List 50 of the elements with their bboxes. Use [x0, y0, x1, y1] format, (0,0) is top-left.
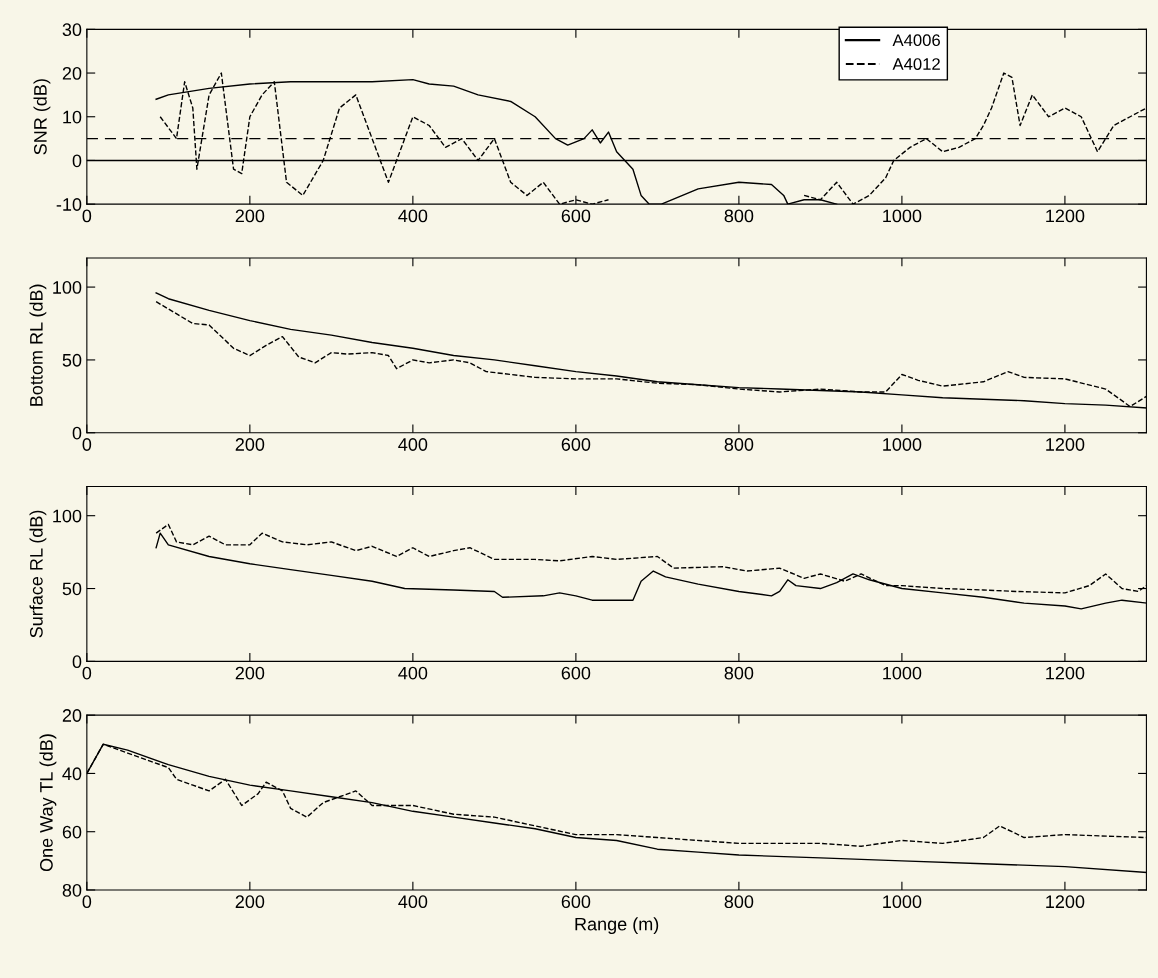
y-axis-title: Surface RL (dB): [29, 510, 47, 638]
legend-label: A4012: [892, 58, 940, 70]
x-tick-label: 800: [724, 666, 754, 680]
x-axis-title: Range (m): [575, 917, 659, 935]
y-tick-label: -10: [56, 198, 82, 211]
x-tick-label: 0: [82, 666, 92, 680]
y-tick-label: 80: [62, 883, 82, 897]
y-tick-label: 50: [62, 582, 82, 596]
y-tick-label: 20: [62, 66, 82, 80]
x-tick-label: 400: [398, 666, 428, 680]
y-tick-label: 30: [62, 23, 82, 37]
y-axis-title: Bottom RL (dB): [29, 284, 47, 406]
legend-label: A4006: [892, 34, 940, 47]
x-tick-label: 600: [561, 895, 591, 909]
y-tick-label: 50: [62, 353, 82, 367]
x-tick-label: 1200: [1046, 209, 1085, 223]
x-tick-label: 600: [561, 438, 591, 451]
y-tick-label: 10: [63, 110, 82, 124]
x-tick-label: 0: [82, 895, 92, 909]
x-tick-label: 400: [398, 438, 428, 451]
x-tick-label: 1200: [1046, 666, 1085, 680]
x-tick-label: 1000: [883, 438, 922, 451]
x-tick-label: 1200: [1046, 438, 1085, 451]
x-tick-label: 400: [398, 209, 428, 223]
x-tick-label: 0: [82, 438, 92, 451]
x-tick-label: 200: [235, 895, 265, 909]
x-tick-label: 1000: [883, 666, 922, 680]
y-axis-title: One Way TL (dB): [39, 734, 57, 872]
x-tick-label: 1000: [883, 895, 922, 909]
x-tick-label: 600: [561, 209, 591, 223]
y-tick-label: 100: [53, 281, 82, 294]
y-tick-label: 0: [72, 154, 82, 168]
x-tick-label: 1200: [1046, 895, 1085, 909]
x-tick-label: 200: [235, 209, 265, 223]
y-tick-label: 20: [62, 709, 82, 722]
y-tick-label: 60: [62, 825, 82, 839]
y-tick-label: 0: [72, 655, 82, 669]
x-tick-label: 1000: [883, 209, 922, 223]
x-tick-label: 400: [398, 895, 428, 909]
y-axis-title: SNR (dB): [33, 79, 51, 155]
x-tick-label: 200: [235, 438, 265, 451]
y-tick-label: 40: [62, 767, 82, 781]
x-tick-label: 800: [724, 209, 754, 223]
y-tick-label: 0: [72, 426, 82, 440]
y-tick-label: 100: [53, 509, 82, 523]
x-tick-label: 800: [724, 895, 754, 909]
x-tick-label: 0: [82, 209, 92, 223]
x-tick-label: 800: [724, 438, 754, 451]
x-tick-label: 200: [235, 666, 265, 680]
x-tick-label: 600: [561, 666, 591, 680]
